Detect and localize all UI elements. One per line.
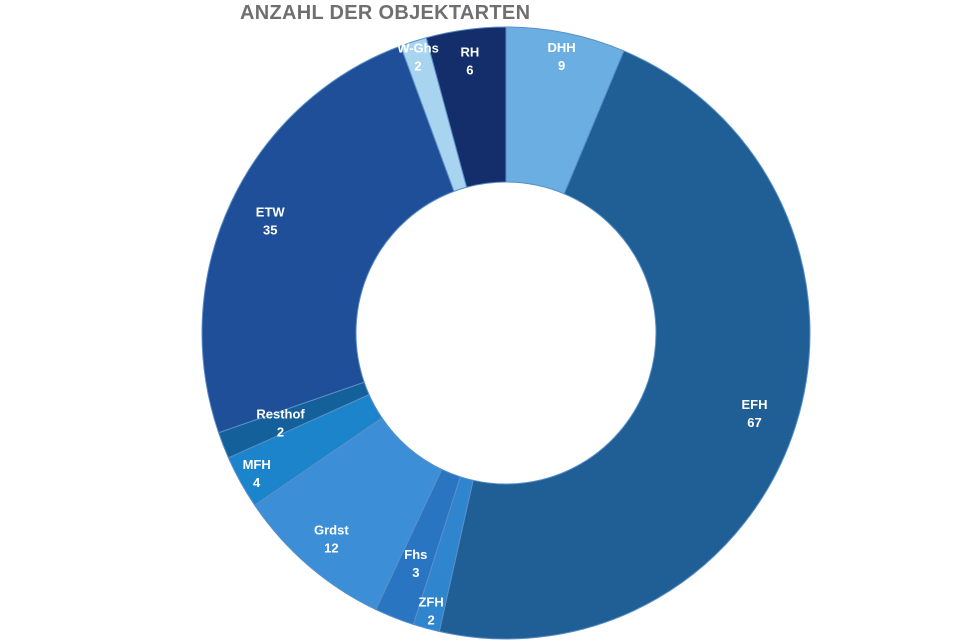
slice-etw [201, 45, 455, 434]
slice-label-rh: RH [460, 44, 479, 59]
slice-label-fhs: Fhs [404, 547, 427, 562]
slice-label-dhh: DHH [547, 40, 575, 55]
slice-value-zfh: 2 [427, 612, 434, 627]
slice-value-etw: 35 [263, 223, 277, 238]
slice-value-dhh: 9 [558, 58, 565, 73]
slice-label-zfh: ZFH [418, 594, 443, 609]
slice-label-etw: ETW [256, 205, 286, 220]
slice-value-grdst: 12 [324, 540, 338, 555]
slice-value-fhs: 3 [412, 565, 419, 580]
slice-value-mfh: 4 [253, 475, 261, 490]
slice-value-rh: 6 [466, 62, 473, 77]
slice-value-efh: 67 [747, 415, 761, 430]
chart-title: ANZAHL DER OBJEKTARTEN [240, 2, 531, 24]
slice-value-w-ghs: 2 [414, 58, 421, 73]
slice-label-resthof: Resthof [256, 407, 305, 422]
slice-rh [425, 26, 507, 188]
slice-label-w-ghs: W-Ghs [397, 40, 439, 55]
labels-group: DHH 9 EFH 67 ZFH 2 Fhs 3 Grdst 12 MFH 4 Resthof 2 ETW 3… [243, 40, 768, 627]
slice-label-mfh: MFH [243, 457, 271, 472]
slices-group [201, 26, 811, 640]
slice-efh [438, 50, 811, 640]
slice-value-resthof: 2 [277, 425, 284, 440]
slice-label-grdst: Grdst [314, 522, 349, 537]
slice-label-efh: EFH [741, 397, 767, 412]
